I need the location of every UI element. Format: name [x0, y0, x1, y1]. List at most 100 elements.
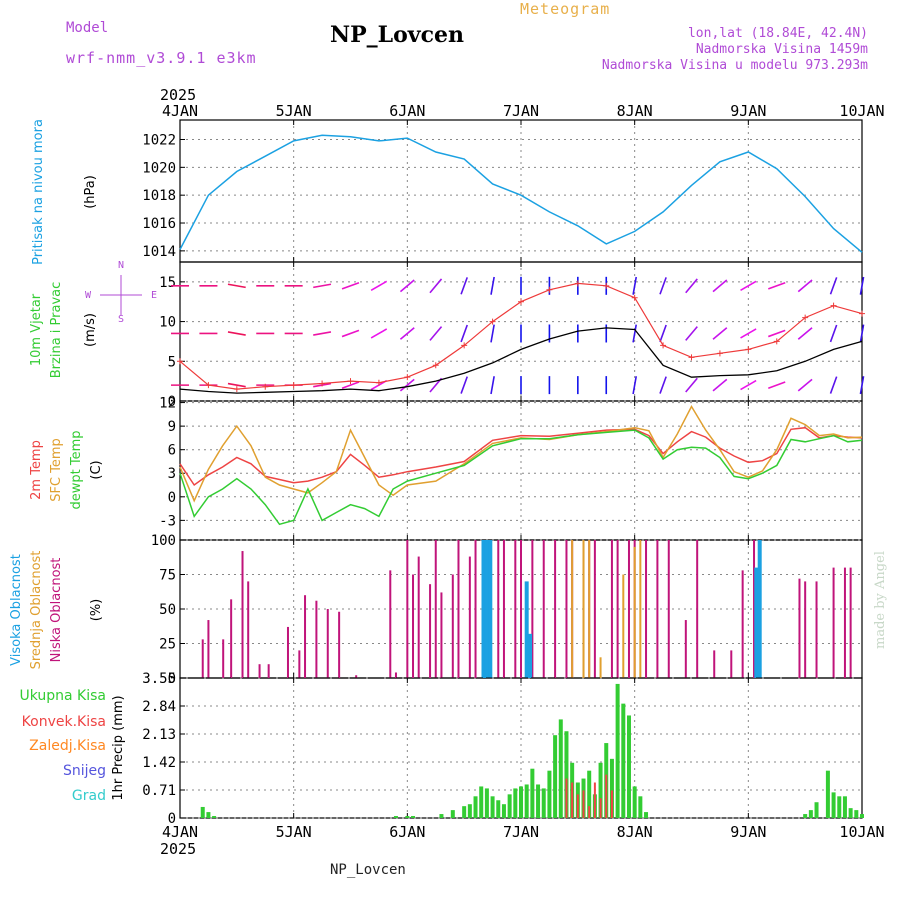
low-cloud-bar-42: [627, 540, 630, 678]
precip-total-bar-19: [524, 784, 529, 818]
low-cloud-bar-47: [684, 620, 687, 678]
low-cloud-bar-54: [798, 578, 801, 678]
low-cloud-bar-33: [542, 540, 545, 678]
precip-total-bar-6: [439, 814, 444, 818]
y-tick-2-3: 3: [168, 466, 176, 482]
gust-marker-18: [688, 354, 695, 361]
gust-marker-11: [489, 318, 496, 325]
model-elevation-label: Nadmorska Visina u modelu 973.293m: [601, 58, 868, 73]
precip-total-bar-25: [558, 719, 563, 818]
high-cloud-bar-0: [481, 540, 486, 678]
wind-axis-unit: (m/s): [83, 313, 98, 347]
wind-arrow-2-17: [659, 376, 667, 394]
low-cloud-bar-6: [258, 664, 261, 678]
precip-total-bar-0: [200, 806, 205, 818]
precip-legend-4: Grad: [72, 788, 106, 804]
gust-marker-23: [830, 302, 837, 309]
mid-cloud-bar-3: [599, 657, 602, 678]
precip-total-bar-15: [501, 804, 506, 818]
y-tick-3-3: 25: [159, 637, 176, 653]
compass-s: S: [118, 314, 124, 325]
y-tick-4-3: 1.42: [142, 755, 176, 771]
x-tick-bottom-5JAN: 5JAN: [276, 823, 312, 841]
wind-speed-line: [179, 327, 863, 394]
precip-total-bar-44: [825, 770, 830, 818]
precip-total-bar-47: [842, 796, 847, 818]
y-tick-3-0: 100: [151, 533, 176, 549]
gust-marker-13: [546, 286, 553, 293]
temp-line-0: [179, 426, 863, 487]
mid-cloud-bar-5: [633, 546, 636, 678]
low-cloud-bar-30: [514, 540, 517, 678]
precip-total-bar-12: [484, 788, 489, 818]
wind-arrow-1-19: [712, 327, 728, 340]
precip-total-bar-11: [479, 786, 484, 818]
y-tick-2-0: 12: [159, 396, 176, 412]
compass-icon: [100, 275, 142, 315]
gust-marker-21: [773, 338, 780, 345]
low-cloud-bar-51: [741, 570, 744, 678]
low-cloud-bar-31: [520, 540, 522, 678]
low-cloud-bar-20: [429, 584, 432, 678]
y-tick-2-1: 9: [168, 419, 176, 435]
precip-total-bar-21: [536, 784, 541, 818]
wind-arrow-1-16: [632, 324, 638, 343]
precip-total-bar-7: [450, 810, 455, 818]
gust-marker-7: [375, 379, 382, 386]
compass-n: N: [118, 260, 124, 271]
high-cloud-bar-1: [484, 540, 489, 678]
low-cloud-bar-4: [241, 551, 244, 678]
low-cloud-bar-55: [804, 581, 807, 678]
low-cloud-bar-48: [696, 540, 699, 678]
wind-arrow-1-7: [370, 328, 388, 339]
wind-arrow-1-21: [768, 329, 786, 338]
low-cloud-bar-17: [406, 540, 409, 678]
precip-total-bar-9: [467, 804, 472, 818]
gust-marker-0: [177, 358, 183, 365]
low-cloud-bar-7: [267, 664, 270, 678]
y-tick-0-2: 1018: [142, 188, 176, 204]
compass-w: W: [85, 290, 92, 301]
precip-conv-bar-6: [599, 798, 602, 818]
wind-arrow-0-9: [429, 278, 443, 294]
wind-arrow-0-2: [227, 283, 246, 289]
wind-arrow-0-17: [659, 277, 667, 295]
low-cloud-bar-59: [849, 567, 852, 678]
precip-total-bar-32: [598, 762, 603, 818]
pressure-line: [179, 134, 863, 253]
y-tick-1-1: 10: [159, 315, 176, 331]
mid-cloud-bar-6: [639, 540, 642, 678]
low-cloud-bar-39: [593, 540, 596, 678]
wind-arrow-2-16: [632, 376, 638, 395]
y-tick-3-2: 50: [159, 602, 176, 618]
y-tick-1-3: 0: [168, 394, 176, 410]
gust-marker-9: [432, 362, 439, 369]
low-cloud-bar-9: [298, 650, 301, 678]
precip-conv-bar-8: [610, 790, 613, 818]
precip-total-bar-8: [462, 806, 467, 818]
temp-line-1: [179, 404, 863, 503]
low-cloud-bar-5: [247, 581, 250, 678]
x-tick-top-4JAN: 4JAN: [162, 102, 198, 120]
wind-arrow-1-5: [313, 331, 332, 336]
wind-arrow-2-19: [712, 378, 728, 392]
low-cloud-bar-10: [304, 595, 307, 678]
meteogram-title: Meteogram: [520, 0, 611, 18]
cloud-axis-name3: Niska Oblacnost: [49, 558, 64, 663]
low-cloud-bar-21: [434, 540, 437, 678]
y-tick-2-4: 0: [168, 490, 176, 506]
wind-arrow-1-20: [740, 328, 757, 339]
elevation-label: Nadmorska Visina 1459m: [695, 42, 868, 57]
gust-marker-19: [716, 350, 723, 357]
x-tick-top-8JAN: 8JAN: [617, 102, 653, 120]
precip-total-bar-48: [848, 808, 853, 818]
low-cloud-bar-35: [565, 540, 568, 678]
precip-total-bar-50: [860, 814, 864, 818]
watermark: made by Angel: [873, 551, 888, 649]
wind-arrow-2-20: [740, 379, 757, 391]
x-tick-bottom-6JAN: 6JAN: [389, 823, 425, 841]
low-cloud-bar-3: [230, 599, 233, 678]
x-tick-top-6JAN: 6JAN: [389, 102, 425, 120]
precip-total-bar-14: [496, 800, 501, 818]
temp-axis-unit: (C): [89, 460, 104, 479]
